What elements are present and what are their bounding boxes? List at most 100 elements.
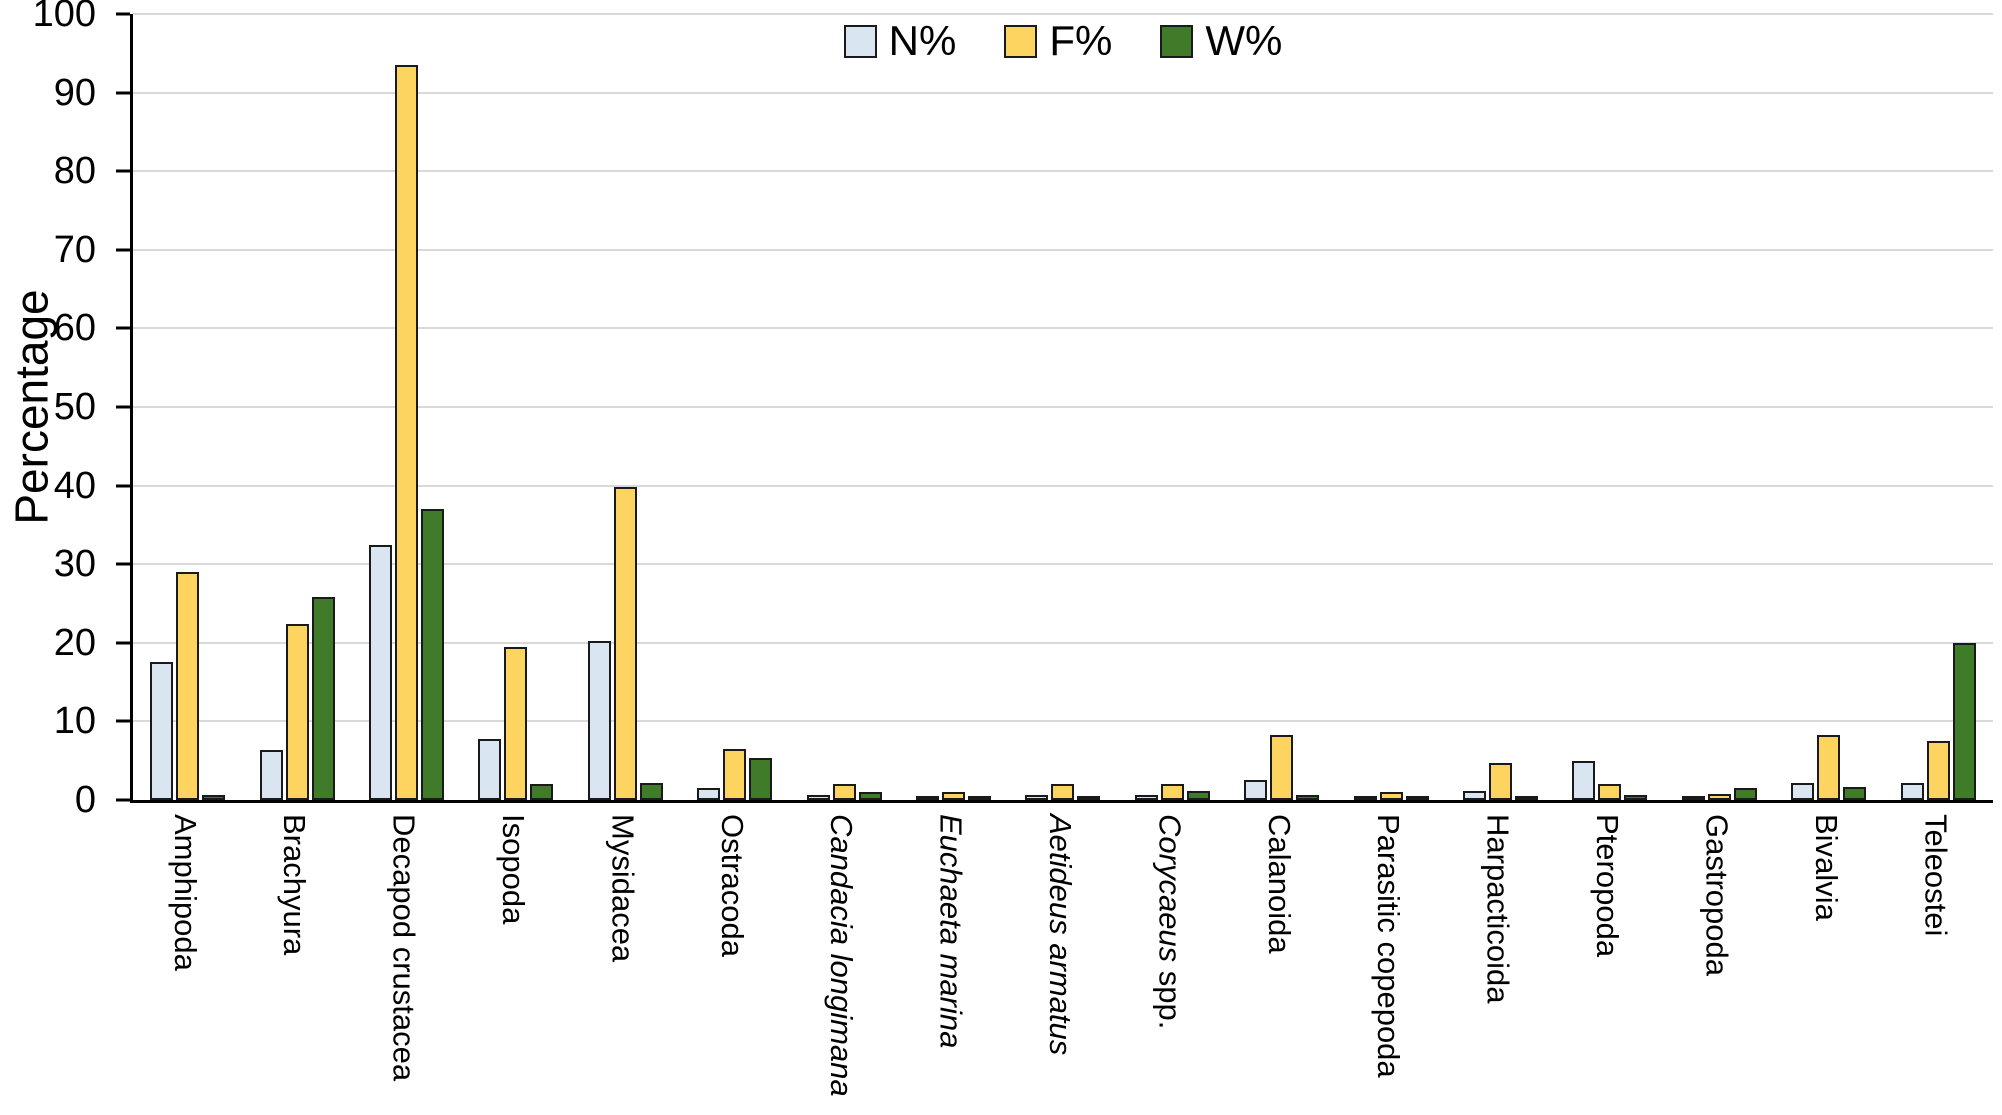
- x-label-cell: Parasitic copepoda: [1333, 808, 1442, 1115]
- bar-group: [899, 14, 1008, 800]
- legend-swatch: [843, 24, 877, 58]
- bar-group: [571, 14, 680, 800]
- y-tick-label: 100: [32, 0, 96, 35]
- x-label-cell: Gastropoda: [1662, 808, 1771, 1115]
- bar-W: [749, 758, 773, 800]
- bar-F: [395, 65, 419, 800]
- x-label-cell: Aetideus armatus: [1005, 808, 1114, 1115]
- gridline: [133, 563, 1993, 566]
- bar-W: [1843, 787, 1867, 800]
- gridline: [133, 327, 1993, 330]
- x-label-segment: Bivalvia: [1808, 814, 1844, 921]
- bar-group: [1555, 14, 1664, 800]
- bar-group: [1336, 14, 1445, 800]
- gridline: [133, 248, 1993, 251]
- bar-W: [311, 597, 335, 800]
- x-label-segment: Decapod crustacea: [386, 814, 422, 1082]
- bar-group: [133, 14, 242, 800]
- bar-W: [1624, 794, 1648, 800]
- y-axis: 0 10 20 30 40 50 60 70 80 90 100: [0, 0, 130, 819]
- bar-W: [530, 784, 554, 800]
- bar-W: [1733, 788, 1757, 800]
- bar-N: [1900, 782, 1924, 800]
- x-label-segment: Mysidacea: [605, 814, 641, 963]
- gridline: [133, 484, 1993, 487]
- bar-W: [202, 795, 226, 800]
- x-label-cell: Corycaeus spp.: [1115, 808, 1224, 1115]
- y-tick-mark: [116, 169, 130, 173]
- x-tick-label: Euchaeta marina: [934, 808, 969, 1048]
- bar-group: [1665, 14, 1774, 800]
- x-label-segment: Aetideus armatus: [1043, 814, 1078, 1056]
- bar-F: [1707, 793, 1731, 800]
- x-tick-label: Teleostei: [1918, 808, 1954, 937]
- x-label-segment: Amphipoda: [167, 814, 203, 971]
- bar-groups: [133, 14, 1993, 800]
- bar-F: [1051, 784, 1075, 800]
- y-tick-mark: [116, 12, 130, 16]
- y-tick-mark: [116, 484, 130, 488]
- y-tick-label: 50: [53, 386, 96, 428]
- bar-W: [858, 792, 882, 800]
- bar-N: [697, 788, 721, 800]
- bar-F: [1598, 784, 1622, 800]
- legend-item: W%: [1160, 20, 1282, 62]
- legend-item: F%: [1004, 20, 1112, 62]
- x-label-segment: Parasitic copepoda: [1371, 814, 1407, 1078]
- bar-N: [587, 641, 611, 800]
- y-tick-mark: [116, 326, 130, 330]
- x-tick-label: Decapod crustacea: [386, 808, 422, 1082]
- bar-F: [832, 784, 856, 800]
- bar-N: [806, 794, 830, 800]
- y-tick-label: 40: [53, 464, 96, 507]
- x-label-cell: Pteropoda: [1552, 808, 1661, 1115]
- x-label-cell: Brachyura: [239, 808, 348, 1115]
- bar-N: [478, 738, 502, 800]
- bar-N: [1681, 796, 1705, 800]
- y-tick-label: 30: [53, 543, 96, 586]
- bar-N: [1572, 760, 1596, 800]
- bar-N: [259, 750, 283, 800]
- legend-label: N%: [888, 17, 957, 64]
- bar-F: [1270, 734, 1294, 800]
- y-tick-mark: [116, 248, 130, 252]
- x-label-segment: Isopoda: [495, 814, 531, 925]
- legend-label: W%: [1205, 17, 1283, 64]
- bar-F: [1160, 784, 1184, 800]
- x-tick-label: Ostracoda: [715, 808, 750, 957]
- x-tick-label: Bivalvia: [1808, 808, 1844, 921]
- bar-F: [1489, 763, 1513, 800]
- x-tick-label: Aetideus armatus: [1043, 808, 1078, 1056]
- x-label-cell: Candacia longimana: [786, 808, 895, 1115]
- bar-W: [421, 509, 445, 800]
- legend-item: N%: [843, 17, 957, 64]
- x-label-segment: Candacia longimana: [824, 814, 860, 1097]
- bar-W: [1515, 796, 1539, 800]
- bar-W: [1077, 796, 1101, 800]
- x-tick-label: Gastropoda: [1699, 808, 1734, 976]
- y-tick-mark: [116, 798, 130, 802]
- bar-N: [150, 662, 174, 800]
- y-tick-label: 0: [74, 779, 96, 821]
- gridline: [133, 406, 1993, 408]
- x-label-segment: Teleostei: [1918, 814, 1954, 937]
- bar-W: [1405, 796, 1429, 800]
- bar-W: [1296, 794, 1320, 800]
- legend-swatch: [1160, 24, 1194, 58]
- bar-W: [1186, 790, 1210, 800]
- y-tick-label: 20: [53, 621, 96, 664]
- y-tick-label: 60: [53, 307, 96, 350]
- bar-N: [1791, 782, 1815, 800]
- bar-N: [1244, 780, 1268, 800]
- x-label-cell: Amphipoda: [130, 808, 239, 1115]
- x-tick-label: Harpacticoida: [1481, 808, 1516, 1004]
- y-tick-label: 70: [53, 228, 96, 271]
- bar-W: [639, 782, 663, 800]
- bar-F: [1817, 734, 1841, 800]
- bar-F: [723, 748, 747, 800]
- bar-F: [942, 792, 966, 800]
- bar-N: [369, 545, 393, 800]
- bar-group: [1008, 14, 1117, 800]
- bar-group: [1884, 14, 1993, 800]
- bar-F: [1379, 792, 1403, 800]
